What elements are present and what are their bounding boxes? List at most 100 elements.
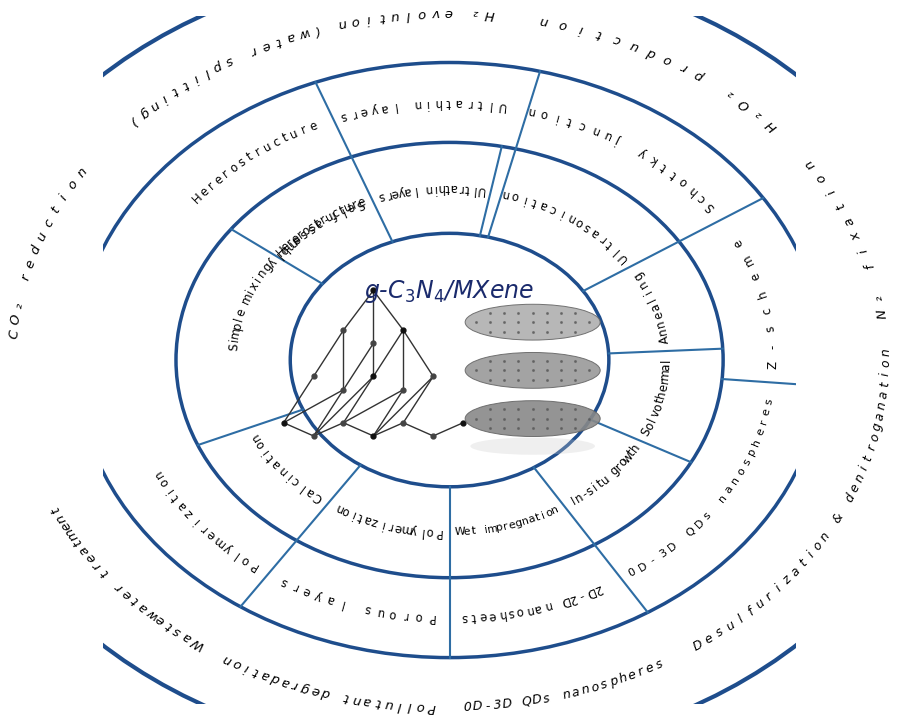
Text: r: r bbox=[384, 188, 392, 202]
Text: o: o bbox=[677, 174, 690, 189]
Text: r: r bbox=[763, 590, 776, 603]
Text: l: l bbox=[392, 99, 398, 113]
Text: o: o bbox=[515, 605, 525, 618]
Text: i: i bbox=[590, 481, 600, 494]
Text: a: a bbox=[363, 694, 373, 708]
Text: o: o bbox=[388, 607, 397, 621]
Text: ₂: ₂ bbox=[872, 294, 886, 302]
Text: r: r bbox=[248, 43, 258, 57]
Text: t: t bbox=[445, 181, 450, 194]
Text: r: r bbox=[91, 559, 104, 572]
Text: t: t bbox=[604, 238, 616, 251]
Text: t: t bbox=[374, 696, 382, 709]
Text: 3: 3 bbox=[492, 698, 502, 712]
Text: e: e bbox=[22, 258, 38, 269]
Text: e: e bbox=[310, 683, 321, 698]
Text: r: r bbox=[349, 107, 357, 121]
Text: t: t bbox=[280, 131, 290, 145]
Ellipse shape bbox=[465, 401, 600, 436]
Text: e: e bbox=[656, 382, 670, 392]
Text: t: t bbox=[796, 557, 810, 570]
Text: i: i bbox=[432, 181, 436, 195]
Text: D: D bbox=[531, 693, 543, 707]
Text: 0: 0 bbox=[463, 701, 472, 714]
Text: t: t bbox=[312, 217, 323, 230]
Text: i: i bbox=[58, 192, 70, 202]
Text: -: - bbox=[320, 212, 331, 225]
Text: u: u bbox=[724, 618, 737, 634]
Text: 0: 0 bbox=[626, 567, 637, 579]
Text: k: k bbox=[646, 152, 659, 167]
Text: e: e bbox=[308, 119, 319, 134]
Text: t: t bbox=[245, 150, 256, 164]
Text: a: a bbox=[175, 498, 190, 513]
Text: n: n bbox=[275, 462, 290, 477]
Text: e: e bbox=[644, 661, 656, 676]
Text: n: n bbox=[879, 348, 893, 356]
Text: t: t bbox=[833, 200, 848, 212]
Text: a: a bbox=[180, 629, 194, 645]
Text: t: t bbox=[861, 454, 875, 463]
Text: i: i bbox=[540, 510, 546, 521]
Text: r: r bbox=[319, 213, 329, 227]
Text: m: m bbox=[63, 525, 81, 543]
Text: &: & bbox=[831, 510, 846, 525]
Text: s: s bbox=[742, 456, 753, 467]
Text: y: y bbox=[220, 540, 234, 555]
Text: n: n bbox=[147, 97, 161, 112]
Text: s: s bbox=[763, 398, 775, 405]
Text: i: i bbox=[879, 372, 892, 376]
Text: Q: Q bbox=[521, 695, 533, 708]
Text: m: m bbox=[739, 251, 756, 268]
Text: (: ( bbox=[311, 22, 320, 37]
Text: s: s bbox=[584, 484, 596, 498]
Text: l: l bbox=[646, 415, 659, 424]
Text: a: a bbox=[269, 456, 284, 471]
Text: t: t bbox=[477, 97, 482, 110]
Text: e: e bbox=[393, 520, 402, 534]
Text: ₂: ₂ bbox=[12, 302, 25, 309]
Text: n: n bbox=[539, 14, 549, 28]
Text: S: S bbox=[227, 343, 240, 351]
Text: r: r bbox=[299, 123, 309, 137]
Text: w: w bbox=[296, 25, 310, 41]
Text: r: r bbox=[220, 167, 232, 180]
Text: m: m bbox=[239, 291, 256, 307]
Text: i: i bbox=[772, 582, 784, 594]
Text: e: e bbox=[848, 482, 862, 495]
Text: ): ) bbox=[129, 113, 140, 127]
Text: j: j bbox=[615, 134, 624, 147]
Text: l: l bbox=[611, 245, 622, 256]
Text: c: c bbox=[695, 192, 708, 205]
Text: t: t bbox=[71, 536, 85, 548]
Text: a: a bbox=[279, 674, 291, 689]
Text: o: o bbox=[642, 420, 657, 432]
Text: s: s bbox=[702, 510, 714, 521]
Text: o: o bbox=[228, 161, 240, 175]
Text: c: c bbox=[41, 217, 56, 230]
Text: l: l bbox=[231, 548, 241, 560]
Ellipse shape bbox=[471, 438, 595, 455]
Text: g: g bbox=[300, 680, 311, 695]
Text: g: g bbox=[137, 104, 151, 120]
Text: o: o bbox=[414, 610, 422, 624]
Text: S: S bbox=[639, 426, 653, 438]
Text: u: u bbox=[323, 210, 336, 224]
Text: n: n bbox=[653, 318, 668, 328]
Text: s: s bbox=[543, 691, 551, 706]
Text: r: r bbox=[402, 608, 409, 622]
Text: r: r bbox=[284, 236, 297, 250]
Text: e: e bbox=[234, 307, 249, 318]
Text: W: W bbox=[187, 634, 205, 652]
Text: w: w bbox=[619, 450, 635, 466]
Text: c: c bbox=[611, 32, 622, 47]
Text: t: t bbox=[343, 690, 350, 704]
Text: h: h bbox=[433, 96, 441, 109]
Text: a: a bbox=[538, 197, 549, 212]
Text: u: u bbox=[383, 697, 393, 711]
Text: i: i bbox=[557, 206, 566, 220]
Text: o: o bbox=[300, 223, 313, 238]
Text: n: n bbox=[256, 266, 270, 280]
Text: l: l bbox=[297, 480, 308, 492]
Text: e: e bbox=[83, 550, 98, 564]
